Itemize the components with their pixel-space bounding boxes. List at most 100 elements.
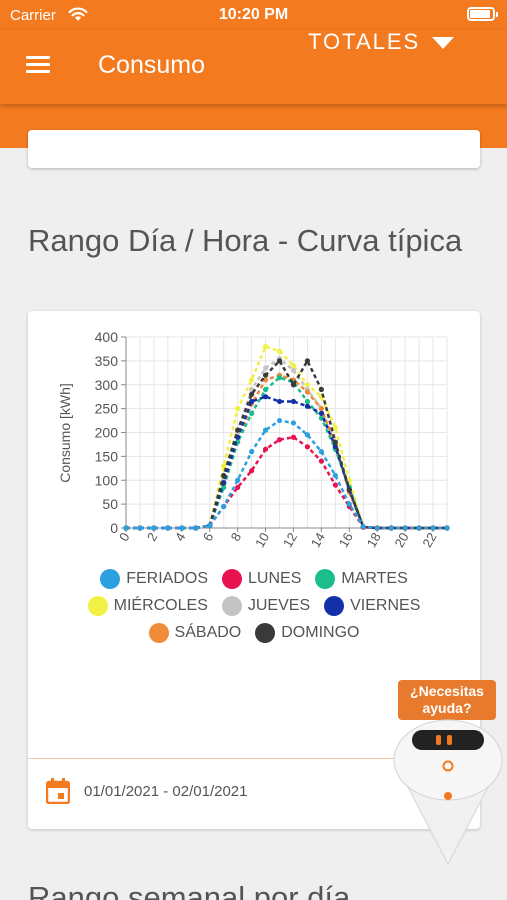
data-point bbox=[360, 523, 366, 530]
data-point bbox=[151, 525, 157, 531]
data-point bbox=[249, 377, 255, 383]
legend-item[interactable]: FERIADOS bbox=[100, 569, 208, 589]
data-point bbox=[290, 363, 297, 369]
legend-row: FERIADOS LUNES MARTES bbox=[28, 569, 480, 589]
calendar-icon[interactable] bbox=[45, 778, 71, 809]
data-point bbox=[262, 386, 269, 393]
y-tick-label: 350 bbox=[95, 353, 119, 369]
data-point bbox=[374, 525, 380, 531]
data-point bbox=[276, 348, 283, 354]
legend-label: SÁBADO bbox=[174, 624, 242, 641]
x-tick-label: 10 bbox=[252, 530, 272, 550]
x-tick-label: 6 bbox=[200, 530, 217, 544]
data-point bbox=[304, 403, 311, 409]
data-point bbox=[235, 427, 241, 433]
legend-label: FERIADOS bbox=[126, 570, 209, 587]
battery-icon bbox=[467, 7, 498, 21]
y-tick-label: 100 bbox=[95, 472, 119, 488]
data-point bbox=[276, 398, 283, 405]
data-point bbox=[235, 484, 241, 491]
data-point bbox=[430, 525, 436, 531]
legend-dot bbox=[148, 623, 169, 643]
series-line bbox=[126, 373, 447, 530]
totals-dropdown[interactable]: TOTALES bbox=[308, 29, 455, 55]
data-point bbox=[193, 525, 199, 531]
help-bubble[interactable]: ¿Necesitas ayuda? bbox=[398, 680, 496, 720]
help-line-2: ayuda? bbox=[422, 700, 472, 716]
x-tick-label: 14 bbox=[308, 530, 328, 550]
data-point bbox=[276, 417, 283, 424]
legend-item[interactable]: MARTES bbox=[315, 569, 408, 589]
menu-icon[interactable] bbox=[26, 56, 50, 74]
x-tick-label: 8 bbox=[228, 530, 245, 544]
series-line bbox=[126, 419, 447, 530]
data-point bbox=[235, 477, 241, 483]
wifi-icon bbox=[68, 7, 88, 27]
data-point bbox=[290, 382, 297, 388]
legend-item[interactable]: SÁBADO bbox=[148, 623, 242, 643]
legend-dot bbox=[221, 596, 242, 616]
legend-label: MIÉRCOLES bbox=[113, 597, 208, 614]
help-line-1: ¿Necesitas bbox=[410, 683, 484, 699]
data-point bbox=[318, 406, 324, 412]
legend-label: MARTES bbox=[341, 570, 408, 587]
series-line bbox=[126, 376, 447, 530]
data-point bbox=[290, 434, 297, 440]
data-point bbox=[207, 523, 213, 529]
legend-item[interactable]: LUNES bbox=[222, 569, 301, 589]
x-tick-label: 22 bbox=[419, 530, 439, 550]
data-point bbox=[276, 437, 283, 443]
legend-item[interactable]: VIERNES bbox=[324, 596, 420, 616]
data-point bbox=[416, 525, 422, 531]
series-line bbox=[126, 344, 447, 530]
data-point bbox=[290, 367, 297, 374]
data-point bbox=[346, 487, 352, 493]
data-point bbox=[318, 458, 324, 464]
data-point bbox=[262, 343, 269, 350]
data-point bbox=[249, 391, 255, 397]
data-point bbox=[290, 420, 297, 426]
date-range[interactable]: 01/01/2021 - 02/01/2021 bbox=[84, 783, 248, 800]
next-section-title: Rango semanal por día bbox=[28, 880, 351, 900]
data-point bbox=[318, 449, 324, 455]
data-point bbox=[249, 410, 255, 416]
data-point bbox=[221, 503, 227, 510]
legend-label: DOMINGO bbox=[281, 624, 360, 641]
data-point bbox=[262, 394, 269, 400]
data-point bbox=[332, 425, 338, 431]
legend-dot bbox=[324, 596, 345, 616]
y-tick-label: 150 bbox=[95, 448, 119, 464]
data-point bbox=[262, 372, 269, 378]
data-point bbox=[290, 398, 297, 405]
y-tick-label: 50 bbox=[102, 496, 118, 512]
y-tick-label: 0 bbox=[110, 520, 118, 536]
legend-row: MIÉRCOLES JUEVES VIERNES bbox=[28, 596, 480, 616]
carrier-label: Carrier bbox=[10, 7, 56, 24]
data-point bbox=[179, 525, 185, 531]
legend-dot bbox=[87, 596, 108, 616]
chart-legend: FERIADOS LUNES MARTES MIÉRCOLES JUEVES VIERNE… bbox=[28, 569, 480, 650]
series-line bbox=[126, 395, 447, 530]
data-point bbox=[165, 525, 171, 531]
data-point bbox=[276, 358, 283, 364]
y-tick-label: 300 bbox=[95, 377, 119, 393]
data-point bbox=[249, 468, 255, 474]
series-line bbox=[126, 356, 447, 530]
data-point bbox=[304, 398, 311, 405]
legend-item[interactable]: JUEVES bbox=[221, 596, 310, 616]
data-point bbox=[332, 472, 338, 479]
data-point bbox=[346, 501, 352, 507]
data-point bbox=[304, 358, 311, 364]
x-tick-label: 0 bbox=[116, 530, 133, 544]
legend-dot bbox=[255, 623, 276, 643]
x-tick-label: 16 bbox=[336, 530, 356, 550]
legend-item[interactable]: DOMINGO bbox=[255, 623, 359, 643]
page-title: Consumo bbox=[98, 51, 205, 79]
x-tick-label: 4 bbox=[172, 530, 189, 544]
help-widget[interactable]: ¿Necesitas ayuda? bbox=[390, 680, 507, 870]
data-point bbox=[304, 382, 311, 388]
status-bar: Carrier 10:20 PM bbox=[0, 0, 507, 30]
legend-dot bbox=[100, 569, 121, 589]
legend-item[interactable]: MIÉRCOLES bbox=[87, 596, 208, 616]
